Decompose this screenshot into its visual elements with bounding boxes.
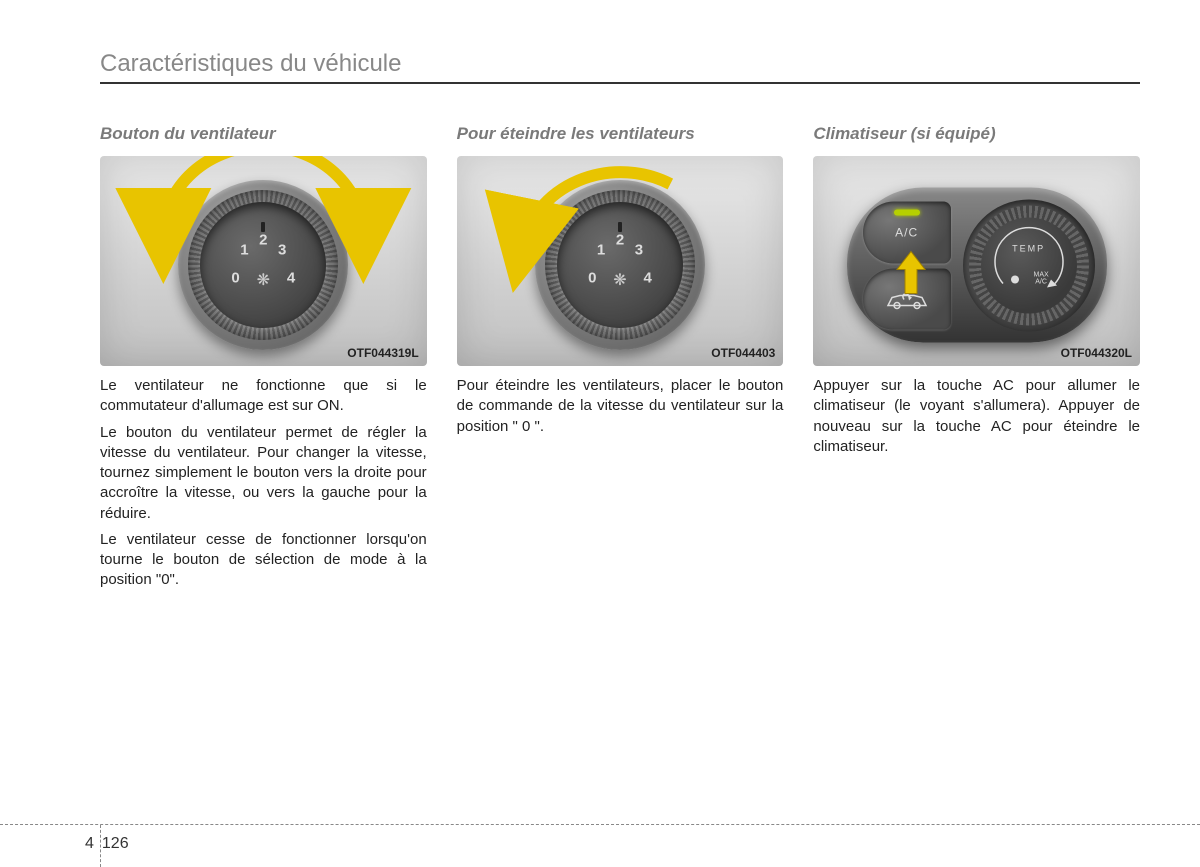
page-footer: 4 126 [0, 824, 1200, 825]
up-arrow-icon [895, 250, 927, 300]
ac-button-label: A/C [895, 225, 918, 239]
page-number: 126 [102, 835, 129, 857]
figure-fan-knob: 0 1 2 3 4 ❋ OTF04431 [100, 156, 427, 366]
figure-caption: OTF044403 [711, 346, 775, 360]
temp-label: TEMP [1012, 244, 1045, 254]
content-columns: Bouton du ventilateur 0 1 2 3 4 ❋ [100, 124, 1140, 597]
figure-fan-off: 0 1 2 3 4 ❋ OTF04440 [457, 156, 784, 366]
body-text: Pour éteindre les ventilateurs, placer l… [457, 376, 784, 437]
header-rule [100, 82, 1140, 84]
column-fan-off: Pour éteindre les ventilateurs 0 1 2 3 4… [457, 124, 784, 597]
fan-dial: 0 1 2 3 4 ❋ [178, 180, 348, 350]
dial-number: 3 [272, 242, 292, 259]
section-heading: Pour éteindre les ventilateurs [457, 124, 784, 144]
column-fan-knob: Bouton du ventilateur 0 1 2 3 4 ❋ [100, 124, 427, 597]
dial-number: 0 [226, 269, 246, 286]
ac-control-body: A/C [847, 188, 1107, 343]
dial-number: 1 [234, 242, 254, 259]
temp-min-dot [1011, 276, 1019, 284]
dial-number: 4 [638, 269, 658, 286]
dial-number: 1 [591, 242, 611, 259]
chapter-number: 4 [85, 835, 94, 857]
section-heading: Bouton du ventilateur [100, 124, 427, 144]
fan-icon: ❋ [257, 270, 270, 290]
dial-number: 3 [629, 242, 649, 259]
body-text: Le ventilateur ne fonctionne que si le c… [100, 376, 427, 591]
figure-caption: OTF044320L [1061, 346, 1132, 360]
section-heading: Climatiseur (si équipé) [813, 124, 1140, 144]
chapter-title: Caractéristiques du véhicule [100, 50, 1140, 78]
body-text: Appuyer sur la touche AC pour allumer le… [813, 376, 1140, 457]
ac-led-indicator [894, 210, 920, 216]
column-ac: Climatiseur (si équipé) A/C [813, 124, 1140, 597]
paragraph: Appuyer sur la touche AC pour allumer le… [813, 376, 1140, 457]
figure-caption: OTF044319L [347, 346, 418, 360]
fan-dial: 0 1 2 3 4 ❋ [535, 180, 705, 350]
dial-number: 0 [582, 269, 602, 286]
fan-icon: ❋ [613, 270, 626, 290]
figure-ac-control: A/C [813, 156, 1140, 366]
dial-number: 4 [281, 269, 301, 286]
paragraph: Le ventilateur ne fonctionne que si le c… [100, 376, 427, 417]
temp-max-label: MAX A/C [1034, 272, 1049, 286]
paragraph: Le bouton du ventilateur permet de régle… [100, 423, 427, 524]
dial-number: 2 [610, 231, 630, 248]
paragraph: Le ventilateur cesse de fonctionner lors… [100, 530, 427, 591]
temperature-dial: TEMP MAX A/C [963, 200, 1095, 332]
paragraph: Pour éteindre les ventilateurs, placer l… [457, 376, 784, 437]
dial-number: 2 [253, 231, 273, 248]
